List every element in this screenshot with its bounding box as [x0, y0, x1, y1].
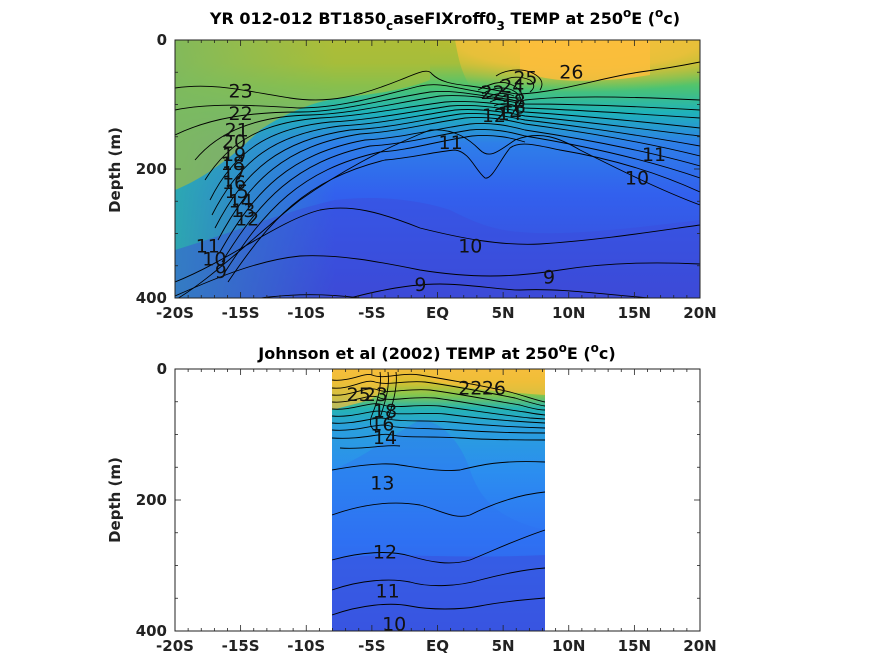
bottom-ticks: -20S -15S -10S -5S EQ 5N 10N 15N 20N 0 200 400: [136, 360, 717, 655]
top-xtick-label: 15N: [618, 304, 651, 322]
bottom-contour-label: 12: [373, 541, 397, 563]
top-xtick-label: EQ: [426, 304, 449, 322]
top-contour-label: 14: [229, 190, 253, 212]
top-xtick-label: -15S: [222, 304, 260, 322]
top-title: YR 012-012 BT1850caseFIXroff03 TEMP at 2…: [209, 6, 680, 33]
top-contour-label: 22: [229, 103, 253, 125]
bottom-contour-label: 22: [458, 378, 482, 400]
top-contour-label: 24: [500, 75, 524, 97]
top-contour-label: 18: [502, 90, 526, 112]
bottom-xtick-label: -10S: [287, 637, 325, 655]
top-contour-label: 10: [625, 168, 649, 190]
top-ytick-label: 0: [157, 31, 167, 49]
top-contour-label: 17: [222, 163, 246, 185]
top-xtick-label: -20S: [156, 304, 194, 322]
top-panel: YR 012-012 BT1850caseFIXroff03 TEMP at 2…: [106, 6, 717, 322]
top-contour-label: 16: [502, 97, 526, 119]
top-xtick-label: -10S: [287, 304, 325, 322]
top-contour-label: 10: [458, 235, 482, 257]
top-ytick-label: 400: [136, 289, 167, 307]
top-contour-label: 21: [225, 119, 249, 141]
top-contour-label: 14: [498, 103, 522, 125]
bottom-contour-label: 26: [482, 378, 506, 400]
bottom-ytick-label: 0: [157, 360, 167, 378]
top-contour-label: 10: [202, 248, 226, 270]
top-contour-label: 11: [642, 144, 666, 166]
bottom-contour-label: 23: [364, 384, 388, 406]
top-ticks: -20S -15S -10S -5S EQ 5N 10N 15N 20N 0 200 400: [136, 31, 717, 322]
bottom-xtick-label: -20S: [156, 637, 194, 655]
bottom-contour-label: 14: [373, 427, 397, 449]
bottom-contour-label: 25: [347, 384, 371, 406]
top-ytick-label: 200: [136, 160, 167, 178]
top-contour-label: 18: [221, 153, 245, 175]
top-xtick-label: 20N: [683, 304, 716, 322]
bottom-xtick-label: -5S: [358, 637, 385, 655]
bottom-contour-label: 10: [382, 613, 406, 635]
top-contour-label: 23: [229, 81, 253, 103]
top-contour-label: 20: [222, 131, 246, 153]
bottom-ytick-label: 400: [136, 622, 167, 640]
top-contour-label: 11: [439, 132, 463, 154]
bottom-xtick-label: 5N: [492, 637, 515, 655]
bottom-contour-label: 16: [370, 414, 394, 436]
top-contour-label: 15: [225, 181, 249, 203]
bottom-xtick-label: -15S: [222, 637, 260, 655]
bottom-contour-label: 13: [370, 473, 394, 495]
bottom-title: Johnson et al (2002) TEMP at 250oE (oc): [257, 341, 615, 363]
top-ylabel: Depth (m): [106, 127, 124, 213]
top-contour-label: 12: [235, 208, 259, 230]
top-xtick-label: -5S: [358, 304, 385, 322]
bottom-xtick-label: EQ: [426, 637, 449, 655]
bottom-xtick-label: 20N: [683, 637, 716, 655]
bottom-xtick-label: 15N: [618, 637, 651, 655]
bottom-ylabel: Depth (m): [106, 457, 124, 543]
bottom-xtick-label: 10N: [552, 637, 585, 655]
top-contour-label: 19: [222, 144, 246, 166]
top-contour-label: 9: [543, 266, 555, 288]
top-contour-label: 16: [222, 172, 246, 194]
top-contour-label: 22: [481, 82, 505, 104]
top-contour-label: 25: [513, 68, 537, 90]
top-xtick-label: 5N: [492, 304, 515, 322]
top-contour-label: 11: [196, 235, 220, 257]
top-contour-label: 26: [559, 61, 583, 83]
bottom-panel: Johnson et al (2002) TEMP at 250oE (oc): [106, 341, 717, 655]
top-xtick-label: 10N: [552, 304, 585, 322]
top-contour-label: 9: [215, 261, 227, 283]
bottom-contour-label: 18: [373, 401, 397, 423]
bottom-ytick-label: 200: [136, 491, 167, 509]
bottom-contour-label: 11: [376, 581, 400, 603]
top-contour-label: 12: [482, 105, 506, 127]
top-contour-label: 13: [231, 200, 255, 222]
top-contour-label: 9: [414, 274, 426, 296]
